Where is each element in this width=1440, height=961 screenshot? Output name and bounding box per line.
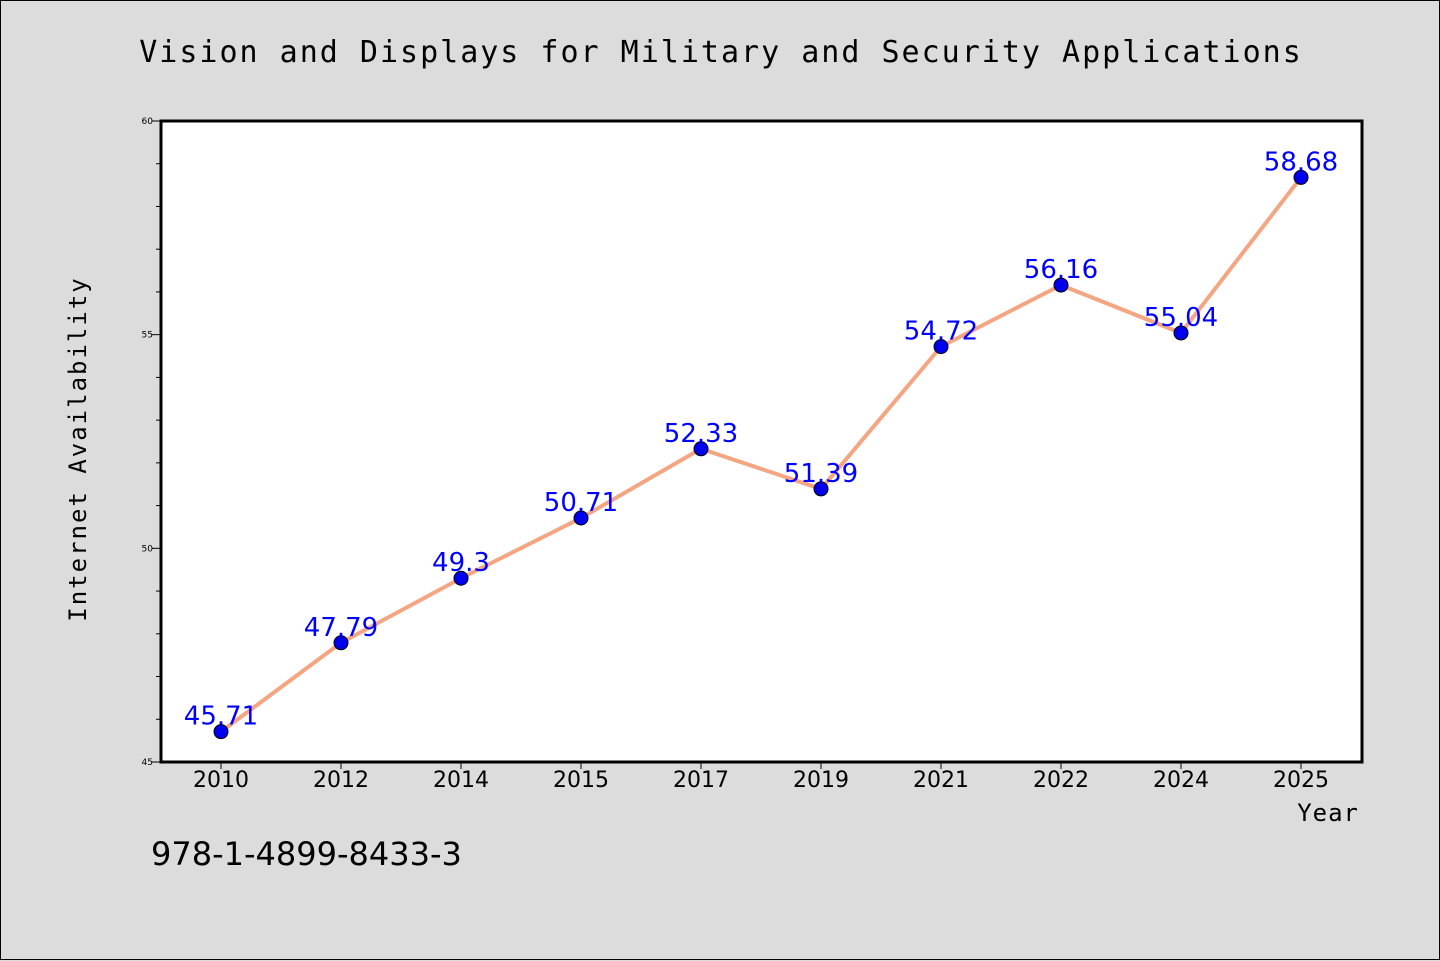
data-point	[333, 635, 349, 651]
series-line-segment	[939, 283, 1063, 349]
x-tick-label: 2017	[673, 768, 729, 793]
x-tick-label: 2022	[1033, 768, 1089, 793]
x-tick-label: 2014	[433, 768, 489, 793]
plot-frame	[159, 119, 1364, 764]
data-label: 54.72	[904, 317, 978, 347]
isbn-annotation: 978-1-4899-8433-3	[151, 835, 462, 873]
series-line-segment	[339, 576, 463, 645]
data-label: 56.16	[1024, 255, 1098, 285]
x-tick-label: 2010	[193, 768, 249, 793]
y-axis-label: Internet Availability	[64, 276, 92, 621]
data-label: 50.71	[544, 488, 618, 518]
data-point	[573, 510, 589, 526]
data-point	[213, 724, 229, 740]
plot-area	[161, 121, 1362, 762]
data-label: 58.68	[1264, 147, 1338, 177]
x-tick-label: 2025	[1273, 768, 1329, 793]
data-point	[1173, 325, 1189, 341]
data-label: 47.79	[304, 613, 378, 643]
y-axis-ticks	[152, 120, 160, 763]
data-label: 55.04	[1144, 303, 1218, 333]
data-point	[1293, 169, 1309, 185]
y-tick-label: 50	[142, 544, 154, 554]
series-line-segment	[819, 344, 943, 491]
x-tick-label: 2019	[793, 768, 849, 793]
series-markers	[213, 169, 1309, 740]
y-tick-label: 55	[142, 331, 153, 341]
x-tick-label: 2012	[313, 768, 369, 793]
y-tick-label: 60	[142, 117, 154, 127]
x-tick-label: 2015	[553, 768, 609, 793]
x-axis-label: Year	[1297, 799, 1359, 827]
series-line-segment	[699, 446, 823, 491]
data-point	[813, 481, 829, 497]
data-point	[453, 570, 469, 586]
data-label: 49.3	[432, 548, 490, 578]
series-line-segment	[579, 446, 703, 520]
series-line-segment	[1179, 175, 1303, 335]
x-axis-ticks	[220, 763, 1302, 769]
data-label: 51.39	[784, 459, 858, 489]
data-label: 45.71	[184, 702, 258, 732]
chart-title: Vision and Displays for Military and Sec…	[139, 35, 1303, 70]
data-label: 52.33	[664, 419, 738, 449]
x-axis-tick-labels: 2010 2012 2014 2015 2017 2019 2021 2022 2024 2025	[193, 768, 1329, 793]
x-tick-label: 2021	[913, 768, 969, 793]
data-point	[933, 339, 949, 355]
series-line-segment	[1059, 283, 1183, 335]
x-tick-label: 2024	[1153, 768, 1209, 793]
data-labels: 45.71 47.79 49.3 50.71 52.33 51.39 54.72 56.16 5…	[184, 147, 1338, 731]
series-lines	[219, 175, 1303, 734]
y-tick-label: 45	[142, 758, 153, 768]
series-line-segment	[219, 640, 343, 734]
series-line-segment	[459, 515, 583, 581]
data-point	[1053, 277, 1069, 293]
y-axis-tick-labels: 45 50 55 60	[142, 117, 154, 768]
data-point	[693, 441, 709, 457]
